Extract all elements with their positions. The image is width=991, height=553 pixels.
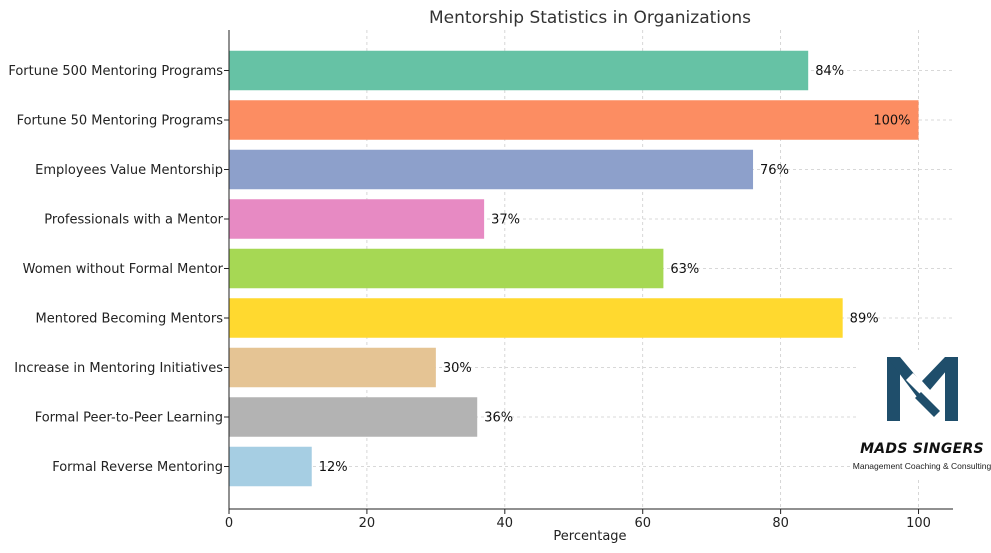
bar [229,199,485,239]
bar [229,50,809,91]
bar [229,446,312,487]
category-label: Fortune 50 Mentoring Programs [17,114,224,129]
category-label: Professionals with a Mentor [44,213,223,228]
x-tick-label: 80 [772,516,789,531]
data-label: 36% [484,411,513,426]
category-label: Formal Peer-to-Peer Learning [35,411,223,426]
category-label: Employees Value Mentorship [35,163,223,178]
x-axis-label: Percentage [553,529,626,544]
data-label: 63% [670,262,699,277]
brand-logo: MADS SINGERS Management Coaching & Consu… [853,350,991,480]
category-label: Formal Reverse Mentoring [52,460,223,475]
logo-background [858,350,990,480]
axes [228,30,953,510]
chart-title: Mentorship Statistics in Organizations [429,8,751,28]
data-label: 37% [491,213,520,228]
data-label: 12% [319,460,348,475]
logo-name: MADS SINGERS [860,441,984,457]
x-tick-label: 60 [634,516,651,531]
labels: 0 20 40 60 80 100 Fortune 500 Mentoring Progra… [8,64,931,531]
x-tick-label: 0 [225,516,233,531]
bar [229,397,478,437]
data-label: 30% [443,361,472,376]
bar [229,149,754,190]
category-label: Fortune 500 Mentoring Programs [8,64,223,79]
bar [229,298,843,338]
category-label: Women without Formal Mentor [23,262,224,277]
category-label: Mentored Becoming Mentors [36,312,224,327]
data-label: 89% [850,312,879,327]
bar [229,100,919,140]
x-tick-label: 100 [906,516,931,531]
data-label: 84% [815,64,844,79]
logo-tagline: Management Coaching & Consulting [853,461,991,471]
data-label: 100% [873,114,910,129]
bars [229,50,919,487]
category-label: Increase in Mentoring Initiatives [14,361,223,376]
bar [229,248,664,289]
bar [229,347,436,388]
data-label: 76% [760,163,789,178]
logo-m-icon [887,357,958,421]
x-tick-label: 40 [497,516,514,531]
x-tick-label: 20 [359,516,376,531]
